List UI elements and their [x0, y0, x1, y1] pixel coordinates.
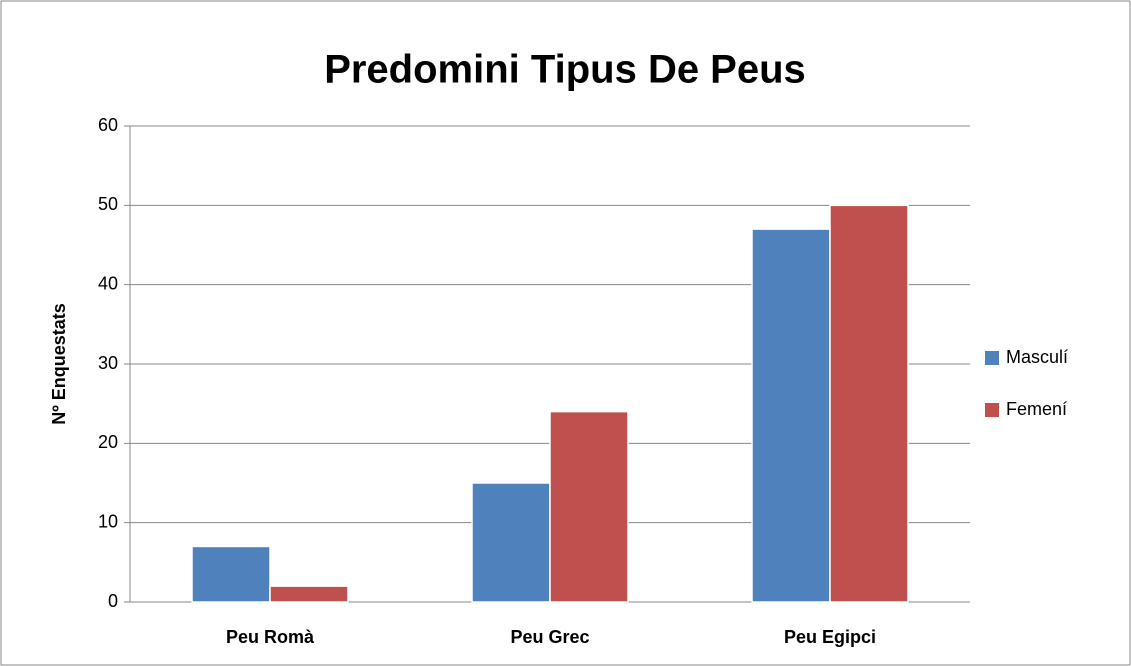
y-axis-label: Nº Enquestats — [49, 303, 69, 425]
legend-swatch — [985, 403, 999, 417]
y-tick-label: 40 — [98, 273, 118, 293]
x-tick-label: Peu Grec — [510, 627, 589, 647]
bar — [471, 482, 551, 603]
y-tick-label: 0 — [108, 591, 118, 611]
legend-swatch — [985, 351, 999, 365]
y-tick-label: 60 — [98, 115, 118, 135]
chart-title: Predomini Tipus De Peus — [324, 48, 806, 92]
y-tick-label: 10 — [98, 511, 118, 531]
bar — [269, 585, 349, 603]
x-tick-label: Peu Romà — [226, 627, 315, 647]
y-tick-label: 20 — [98, 432, 118, 452]
y-tick-label: 30 — [98, 353, 118, 373]
bar — [829, 204, 909, 603]
bar — [191, 545, 271, 603]
legend-label: Femení — [1006, 399, 1067, 419]
bar — [751, 228, 831, 603]
y-tick-label: 50 — [98, 194, 118, 214]
x-tick-label: Peu Egipci — [784, 627, 876, 647]
bar — [549, 410, 629, 603]
legend-label: Masculí — [1006, 347, 1068, 367]
